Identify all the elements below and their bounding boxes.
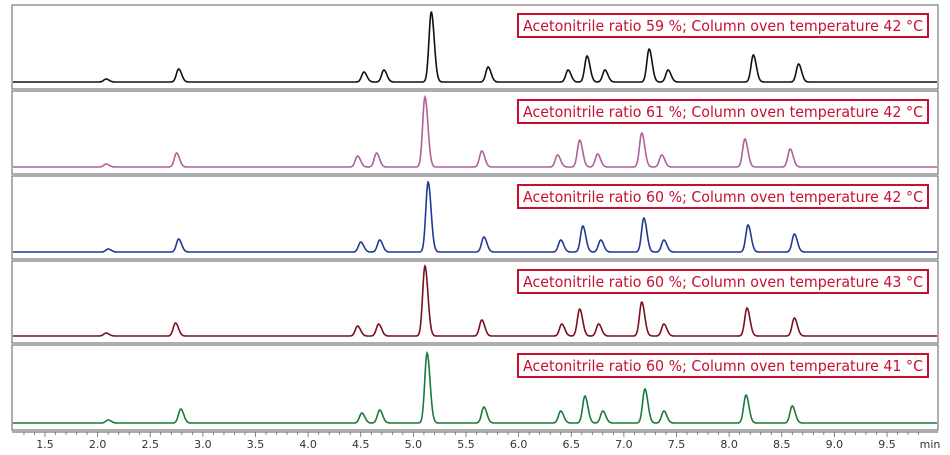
x-tick-label: 8.0	[720, 438, 738, 451]
x-tick-label: 3.0	[194, 438, 212, 451]
panel-label-box	[517, 99, 929, 124]
panel-label: Acetonitrile ratio 59 %; Column oven tem…	[523, 17, 923, 35]
trace-line	[13, 350, 937, 424]
panel-label-box	[517, 13, 929, 38]
x-tick-label: 1.5	[36, 438, 54, 451]
panel-5: Acetonitrile ratio 60 %; Column oven tem…	[11, 344, 939, 431]
panel-label: Acetonitrile ratio 61 %; Column oven tem…	[523, 103, 923, 121]
panel-3: Acetonitrile ratio 60 %; Column oven tem…	[11, 175, 939, 260]
x-tick-label: 4.5	[352, 438, 370, 451]
panel-label-box	[517, 269, 929, 294]
panel-2: Acetonitrile ratio 61 %; Column oven tem…	[11, 90, 939, 175]
trace-line	[13, 180, 937, 253]
x-tick-label: 5.5	[457, 438, 475, 451]
panel-label: Acetonitrile ratio 60 %; Column oven tem…	[523, 357, 923, 375]
x-tick-label: 4.0	[299, 438, 317, 451]
panel-label-box	[517, 184, 929, 209]
trace-line	[13, 263, 937, 337]
x-tick-label: 7.0	[615, 438, 633, 451]
x-tick-label: 5.0	[405, 438, 423, 451]
x-tick-label: 6.0	[510, 438, 528, 451]
panel-label-box	[517, 353, 929, 378]
x-tick-label: 2.5	[142, 438, 160, 451]
x-tick-label: 8.5	[773, 438, 791, 451]
x-tick-label: 6.5	[563, 438, 581, 451]
x-tick-label: 2.0	[89, 438, 107, 451]
x-axis: 1.5 2.0 2.5 3.0 3.5 4.0 4.5 5.0 5.5 6.0 6.5 7.0 7.5 8…	[12, 431, 941, 451]
panel-frame	[11, 90, 939, 175]
x-axis-unit: min	[920, 438, 941, 451]
x-tick-label: 7.5	[668, 438, 686, 451]
x-tick-label: 9.0	[826, 438, 844, 451]
trace-line	[13, 10, 937, 83]
x-tick-label: 3.5	[247, 438, 265, 451]
panel-4: Acetonitrile ratio 60 %; Column oven tem…	[11, 260, 939, 344]
panel-1: Acetonitrile ratio 59 %; Column oven tem…	[11, 4, 939, 90]
x-tick-label: 9.5	[878, 438, 896, 451]
trace-line	[13, 94, 937, 168]
panel-label: Acetonitrile ratio 60 %; Column oven tem…	[523, 188, 923, 206]
panel-label: Acetonitrile ratio 60 %; Column oven tem…	[523, 273, 923, 291]
